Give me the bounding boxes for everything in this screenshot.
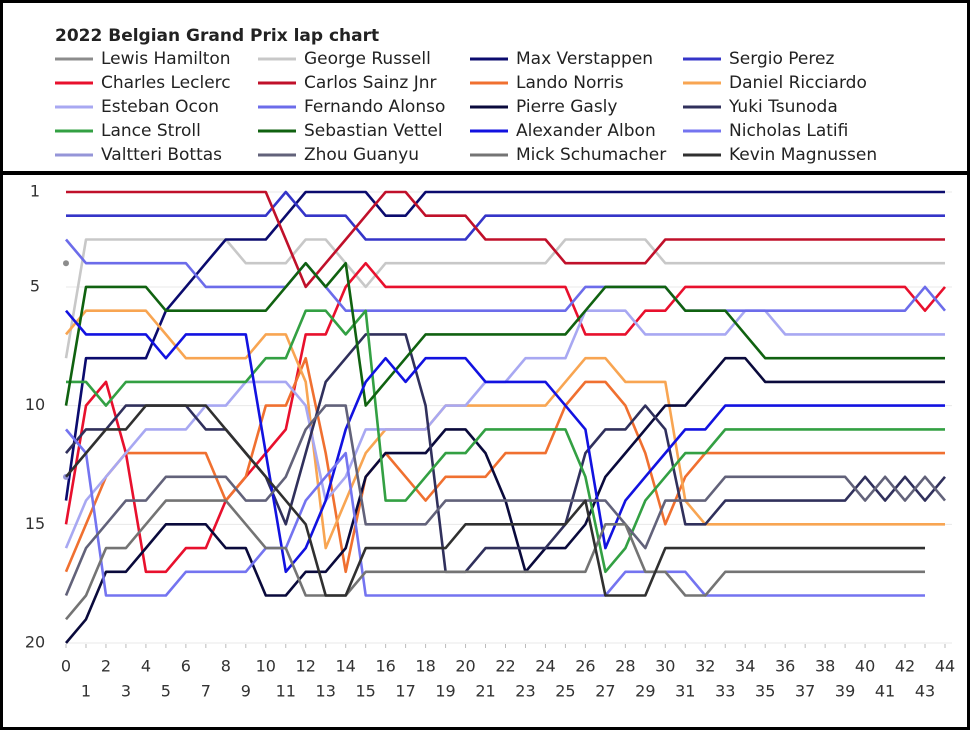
x-tick-label: 14 bbox=[336, 657, 356, 676]
x-tick-label: 29 bbox=[635, 682, 655, 701]
x-tick-label: 24 bbox=[535, 657, 555, 676]
x-tick-label: 41 bbox=[875, 682, 895, 701]
x-tick-label: 9 bbox=[241, 682, 251, 701]
series-line bbox=[65, 309, 945, 550]
legend-label: Nicholas Latifi bbox=[729, 121, 848, 141]
legend-label: Max Verstappen bbox=[516, 49, 653, 69]
x-tick-label: 25 bbox=[555, 682, 575, 701]
point bbox=[63, 260, 69, 267]
legend-label: Charles Leclerc bbox=[101, 73, 231, 93]
y-tick-label: 10 bbox=[25, 395, 45, 414]
x-tick-label: 30 bbox=[655, 657, 675, 676]
y-tick-label: 1 bbox=[30, 182, 40, 201]
x-tick-label: 5 bbox=[161, 682, 171, 701]
series-line bbox=[64, 190, 945, 501]
series-line bbox=[64, 238, 945, 359]
series-line bbox=[66, 190, 945, 241]
series-line bbox=[65, 404, 925, 597]
legend-label: Lewis Hamilton bbox=[101, 49, 231, 69]
legend-label: Valtteri Bottas bbox=[101, 145, 222, 165]
x-tick-label: 15 bbox=[355, 682, 375, 701]
series-line bbox=[65, 428, 925, 597]
legend-label: Yuki Tsunoda bbox=[728, 97, 838, 117]
legend-label: Lance Stroll bbox=[101, 121, 201, 141]
x-tick-label: 43 bbox=[915, 682, 935, 701]
legend-label: Sebastian Vettel bbox=[304, 121, 443, 141]
x-tick-label: 19 bbox=[435, 682, 455, 701]
legend-label: Sergio Perez bbox=[729, 49, 834, 69]
x-tick-label: 32 bbox=[695, 657, 715, 676]
x-tick-label: 39 bbox=[835, 682, 855, 701]
x-tick-label: 28 bbox=[615, 657, 635, 676]
x-tick-label: 10 bbox=[256, 657, 276, 676]
x-tick-label: 36 bbox=[775, 657, 795, 676]
y-tick-label: 15 bbox=[25, 514, 45, 533]
x-tick-label: 7 bbox=[201, 682, 211, 701]
x-tick-label: 33 bbox=[715, 682, 735, 701]
x-tick-label: 2 bbox=[101, 657, 111, 676]
x-tick-label: 13 bbox=[316, 682, 336, 701]
series-line bbox=[65, 499, 925, 621]
x-tick-label: 34 bbox=[735, 657, 755, 676]
series-line bbox=[66, 190, 945, 289]
x-tick-label: 3 bbox=[121, 682, 131, 701]
legend-label: Pierre Gasly bbox=[516, 97, 617, 117]
legend-label: Alexander Albon bbox=[516, 121, 656, 141]
series-line bbox=[64, 356, 945, 574]
series-line bbox=[66, 309, 945, 574]
x-tick-label: 44 bbox=[935, 657, 955, 676]
legend-label: George Russell bbox=[304, 49, 431, 69]
x-tick-label: 22 bbox=[495, 657, 515, 676]
legend-label: Kevin Magnussen bbox=[729, 145, 877, 165]
x-tick-label: 35 bbox=[755, 682, 775, 701]
x-tick-label: 37 bbox=[795, 682, 815, 701]
x-tick-label: 8 bbox=[221, 657, 231, 676]
legend-label: Lando Norris bbox=[516, 73, 624, 93]
x-tick-label: 0 bbox=[61, 657, 71, 676]
x-tick-label: 11 bbox=[276, 682, 296, 701]
y-tick-label: 5 bbox=[30, 276, 40, 295]
y-tick-label: 20 bbox=[25, 633, 45, 652]
x-tick-label: 42 bbox=[895, 657, 915, 676]
series-line bbox=[64, 404, 946, 597]
x-tick-label: 40 bbox=[855, 657, 875, 676]
legend-label: Carlos Sainz Jnr bbox=[304, 73, 436, 93]
legend-label: Fernando Alonso bbox=[304, 97, 445, 117]
legend-label: Zhou Guanyu bbox=[304, 145, 419, 165]
series-line bbox=[65, 238, 946, 312]
series-line bbox=[65, 309, 945, 574]
x-tick-label: 31 bbox=[675, 682, 695, 701]
x-tick-label: 38 bbox=[815, 657, 835, 676]
legend-label: Daniel Ricciardo bbox=[729, 73, 867, 93]
x-tick-label: 4 bbox=[141, 657, 151, 676]
x-tick-label: 26 bbox=[575, 657, 595, 676]
series-line bbox=[65, 333, 946, 574]
x-tick-label: 16 bbox=[375, 657, 395, 676]
x-tick-label: 1 bbox=[81, 682, 91, 701]
chart-title: 2022 Belgian Grand Prix lap chart bbox=[55, 26, 379, 46]
legend-label: Esteban Ocon bbox=[101, 97, 219, 117]
x-tick-label: 18 bbox=[415, 657, 435, 676]
x-tick-label: 21 bbox=[475, 682, 495, 701]
x-tick-label: 17 bbox=[395, 682, 415, 701]
legend-label: Mick Schumacher bbox=[516, 145, 666, 165]
x-tick-label: 12 bbox=[296, 657, 316, 676]
x-tick-label: 23 bbox=[515, 682, 535, 701]
series-line bbox=[64, 261, 945, 407]
x-tick-label: 20 bbox=[455, 657, 475, 676]
x-tick-label: 6 bbox=[181, 657, 191, 676]
x-tick-label: 27 bbox=[595, 682, 615, 701]
